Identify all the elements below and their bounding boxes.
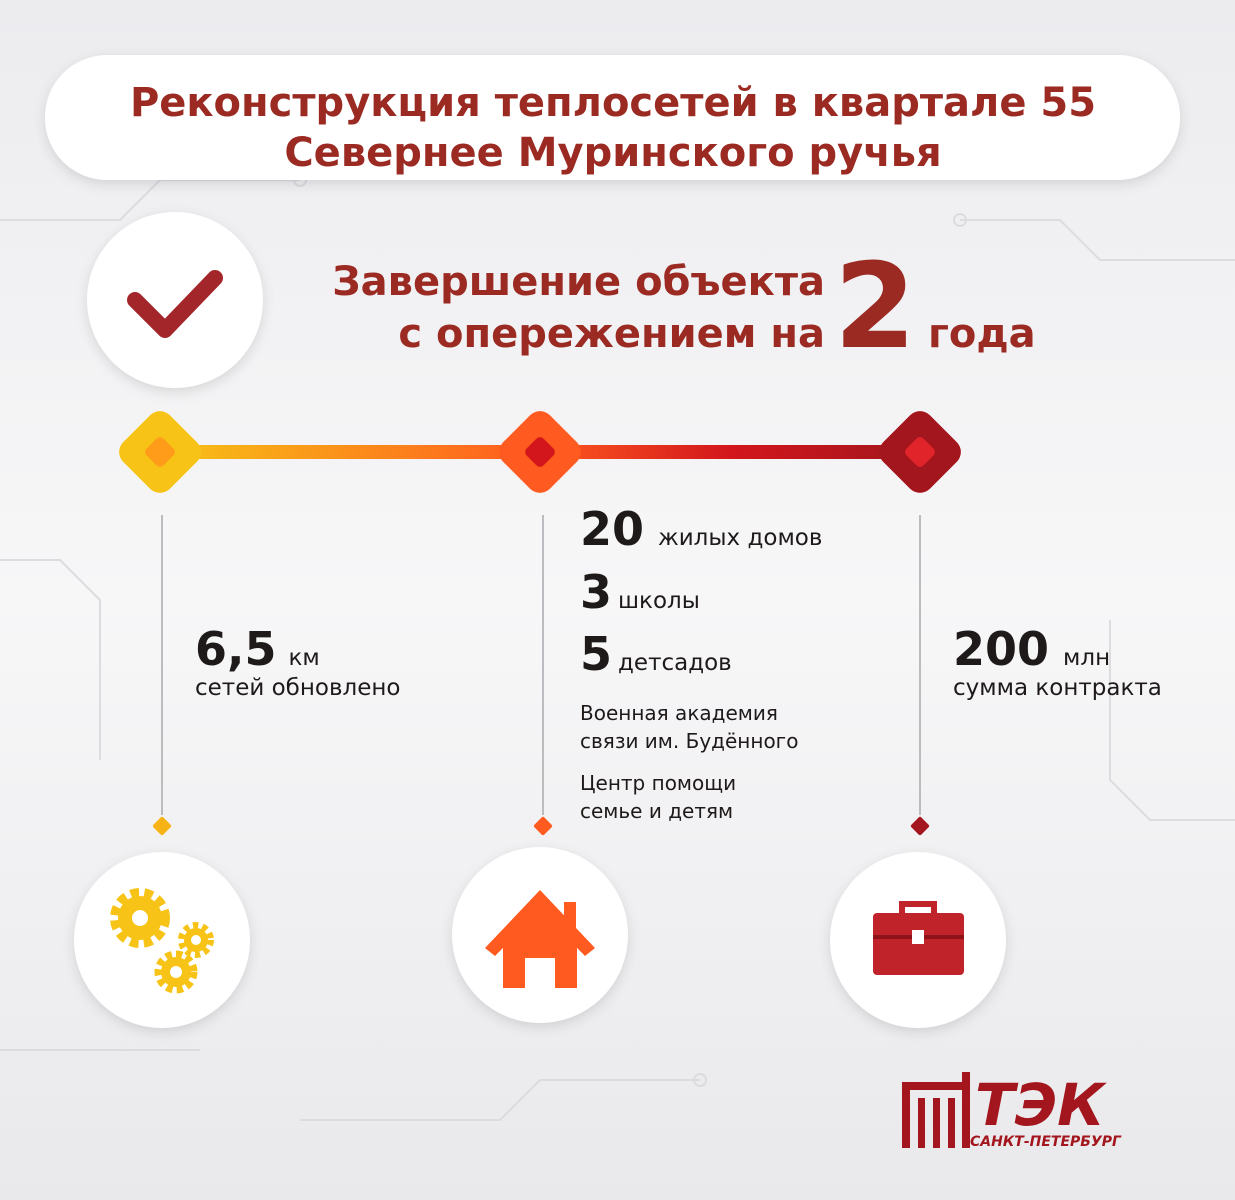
stat-caption: сетей обновлено [195,675,400,701]
headline: Завершение объекта [332,259,825,305]
stat: 5 детсадов [580,627,732,681]
headline-unit: года [928,311,1036,357]
gears-icon [110,888,214,994]
note: связи им. Будённого [580,729,798,753]
note: семье и детям [580,799,733,823]
check-circle [87,212,263,388]
dot [910,816,930,836]
title-pill [45,55,1180,180]
logo: ТЭК САНКТ-ПЕТЕРБУРГ [902,1071,1122,1150]
stat-caption: сумма контракта [953,675,1162,701]
headline: с опережением на [398,311,825,357]
check-icon [127,270,223,338]
logo-city: САНКТ-ПЕТЕРБУРГ [970,1134,1122,1150]
stat: 200 млн [953,622,1110,676]
dot [152,816,172,836]
stat: 3 школы [580,565,700,619]
headline-number: 2 [834,237,916,375]
title-line: Севернее Муринского ручья [284,130,941,176]
house-icon [485,890,595,988]
node-core [905,437,935,467]
node-core [525,437,555,467]
stat: 20 жилых домов [580,502,822,556]
circuit-pattern [0,173,1235,1121]
timeline-nodes [119,411,961,493]
logo-name: ТЭК [975,1071,1107,1139]
dot [533,816,553,836]
note: Военная академия [580,701,778,725]
stat: 6,5 км [195,622,320,676]
icon-circle [74,852,250,1028]
node-core [145,437,175,467]
title-line: Реконструкция теплосетей в квартале 55 [130,80,1096,126]
briefcase-icon [873,901,964,975]
connectors [161,515,921,815]
note: Центр помощи [580,771,736,795]
